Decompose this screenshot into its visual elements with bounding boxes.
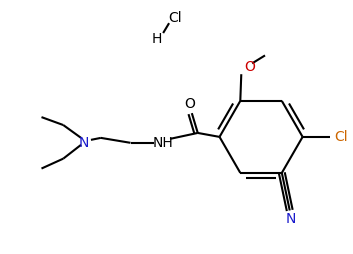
- Text: N: N: [79, 136, 89, 150]
- Text: Cl: Cl: [168, 11, 182, 25]
- Text: N: N: [286, 212, 296, 226]
- Text: O: O: [184, 97, 195, 111]
- Text: Cl: Cl: [334, 130, 348, 144]
- Text: O: O: [244, 60, 255, 74]
- Text: H: H: [152, 32, 162, 46]
- Text: NH: NH: [153, 136, 174, 150]
